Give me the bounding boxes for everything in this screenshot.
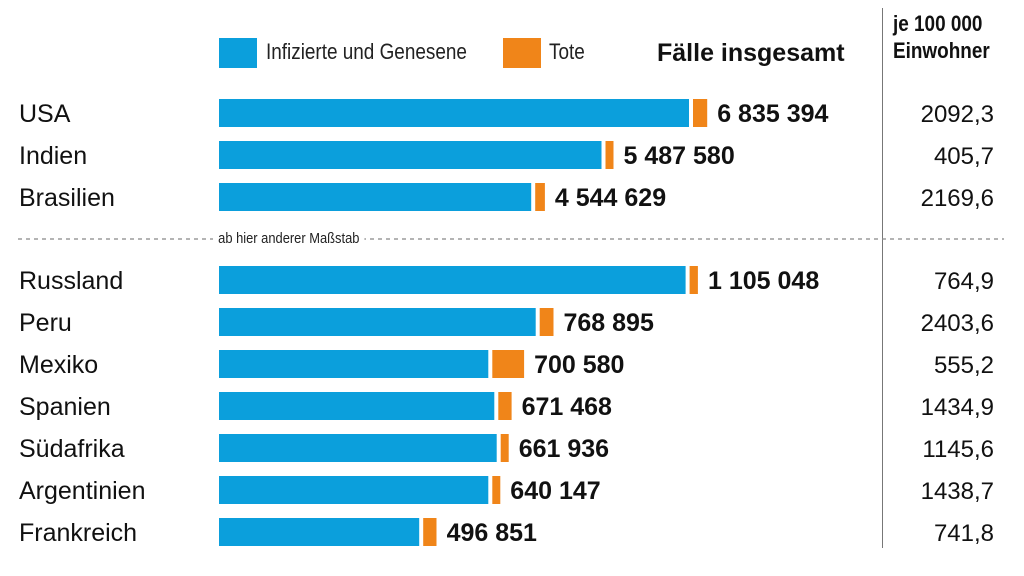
- bar-infected: [219, 308, 536, 336]
- per-capita-value: 2403,6: [921, 310, 994, 337]
- per-capita-divider: [882, 8, 883, 548]
- total-value-label: 4 544 629: [555, 184, 666, 212]
- category-label: Peru: [19, 309, 72, 337]
- bar-deaths: [498, 392, 512, 420]
- bar-deaths: [693, 99, 708, 127]
- category-label: Russland: [19, 267, 123, 295]
- per-capita-value: 2169,6: [921, 185, 994, 212]
- total-cases-header: Fälle insgesamt: [657, 39, 845, 67]
- bar-infected: [219, 518, 420, 546]
- bar-deaths: [689, 266, 698, 294]
- per-capita-header-line1: je 100 000: [893, 11, 983, 36]
- bar-deaths: [535, 183, 545, 211]
- total-value-label: 5 487 580: [624, 142, 735, 170]
- total-value-label: 661 936: [519, 435, 609, 463]
- bar-infected: [219, 392, 495, 420]
- category-label: Indien: [19, 142, 87, 170]
- scale-change-note: ab hier anderer Maßstab: [213, 230, 365, 247]
- bar-infected: [219, 476, 489, 504]
- category-label: Spanien: [19, 393, 111, 421]
- category-label: Brasilien: [19, 184, 115, 212]
- per-capita-value: 1434,9: [921, 394, 994, 421]
- per-capita-value: 764,9: [934, 268, 994, 295]
- total-value-label: 700 580: [534, 351, 624, 379]
- total-value-label: 768 895: [564, 309, 654, 337]
- per-capita-value: 1145,6: [922, 436, 994, 463]
- bar-deaths: [423, 518, 437, 546]
- bar-deaths: [492, 476, 501, 504]
- total-value-label: 496 851: [447, 519, 537, 547]
- total-value-label: 671 468: [522, 393, 612, 421]
- category-label: USA: [19, 100, 71, 128]
- category-label: Argentinien: [19, 477, 145, 505]
- bar-infected: [219, 266, 686, 294]
- category-label: Südafrika: [19, 435, 125, 463]
- bar-deaths: [492, 350, 525, 378]
- legend-label-deaths: Tote: [549, 39, 585, 64]
- category-label: Mexiko: [19, 351, 98, 379]
- legend-swatch-deaths: [503, 38, 541, 68]
- bar-infected: [219, 434, 497, 462]
- per-capita-value: 555,2: [934, 352, 994, 379]
- total-value-label: 1 105 048: [708, 267, 819, 295]
- per-capita-value: 405,7: [934, 143, 994, 170]
- bar-infected: [219, 350, 489, 378]
- legend-swatch-infected: [219, 38, 257, 68]
- bar-infected: [219, 183, 532, 211]
- category-label: Frankreich: [19, 519, 137, 547]
- per-capita-value: 1438,7: [921, 478, 994, 505]
- total-value-label: 640 147: [510, 477, 600, 505]
- bar-infected: [219, 141, 602, 169]
- total-value-label: 6 835 394: [717, 100, 828, 128]
- per-capita-value: 2092,3: [921, 101, 994, 128]
- bar-deaths: [539, 308, 554, 336]
- per-capita-header-line2: Einwohner: [893, 38, 990, 63]
- bar-infected: [219, 99, 689, 127]
- bar-deaths: [605, 141, 614, 169]
- bar-deaths: [500, 434, 509, 462]
- legend-label-infected: Infizierte und Genesene: [266, 39, 467, 64]
- per-capita-value: 741,8: [934, 520, 994, 547]
